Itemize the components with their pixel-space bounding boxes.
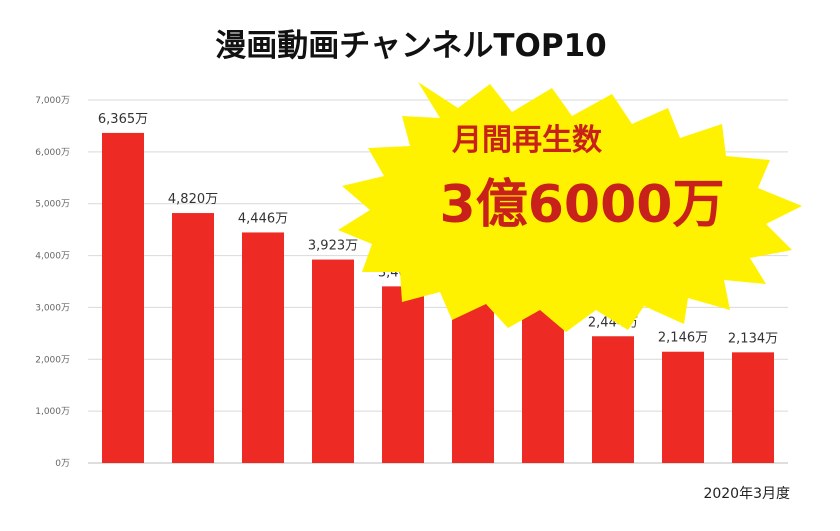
- bar: [452, 293, 494, 463]
- bar: [662, 351, 704, 463]
- chart-title: 漫画動画チャンネルTOP10: [215, 28, 606, 64]
- bar: [242, 232, 284, 463]
- y-tick-label: 5,000万: [35, 200, 70, 210]
- data-label: 3,923万: [308, 239, 358, 254]
- y-tick-label: 4,000万: [35, 252, 70, 262]
- bar: [522, 299, 564, 463]
- data-label: 2,146万: [658, 331, 708, 346]
- y-tick-label: 6,000万: [35, 148, 70, 158]
- bar: [312, 259, 354, 463]
- monthly-views-label: 月間再生数: [452, 123, 603, 158]
- monthly-views-value: 3億6000万: [440, 175, 725, 235]
- y-tick-label: 3,000万: [35, 303, 70, 313]
- y-tick-label: 1,000万: [35, 407, 70, 417]
- y-tick-label: 2,000万: [35, 355, 70, 365]
- bar: [382, 286, 424, 463]
- data-label: 6,365万: [98, 112, 148, 127]
- data-label: 4,820万: [168, 192, 218, 207]
- data-label: 4,446万: [238, 211, 288, 226]
- data-label: 2,134万: [728, 331, 778, 346]
- bar: [102, 132, 144, 463]
- starburst-callout: 月間再生数 3億6000万: [338, 82, 802, 332]
- y-tick-label: 7,000万: [35, 96, 70, 106]
- bar: [592, 336, 634, 463]
- period-footnote: 2020年3月度: [703, 486, 790, 502]
- starburst-shape: [338, 82, 802, 332]
- bar: [172, 213, 214, 463]
- y-tick-label: 0万: [55, 459, 70, 469]
- y-axis-ticks: 0万 1,000万 2,000万 3,000万 4,000万 5,000万 6,000万 7,…: [35, 96, 70, 469]
- bars: [102, 132, 774, 463]
- bar: [732, 352, 774, 463]
